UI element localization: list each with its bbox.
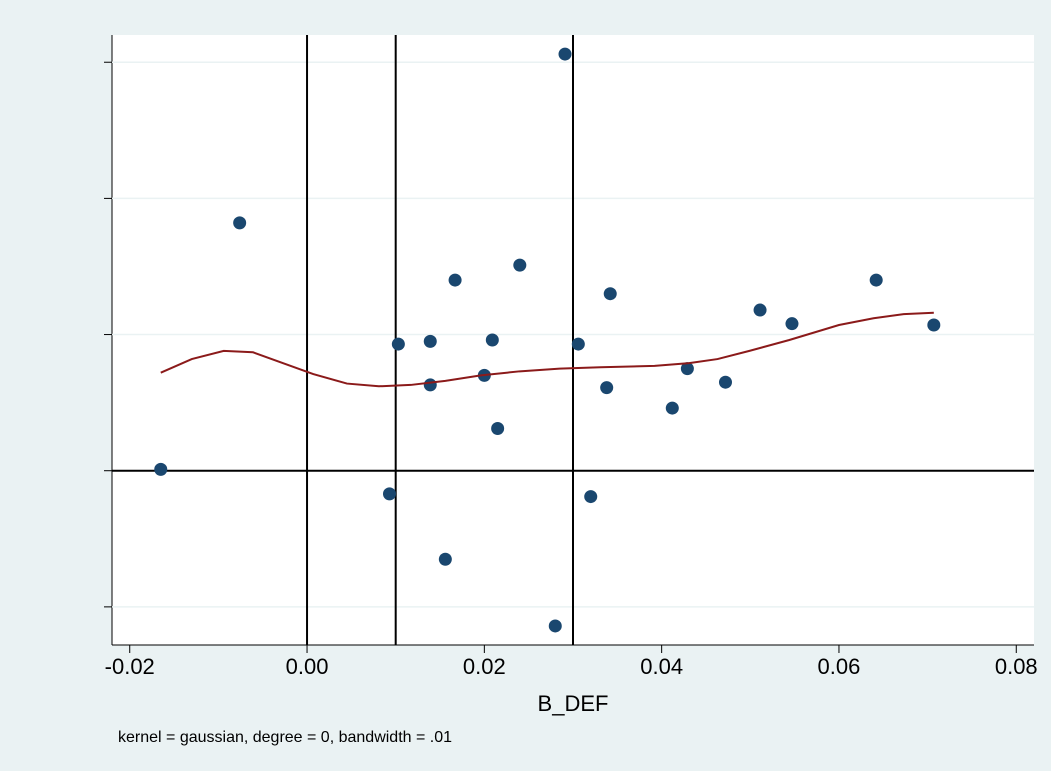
point <box>448 273 462 287</box>
point <box>491 422 505 436</box>
x-tick-label: 0.06 <box>818 654 861 679</box>
point <box>665 401 679 415</box>
point <box>753 303 767 317</box>
point <box>423 334 437 348</box>
point <box>571 337 585 351</box>
point <box>558 47 572 61</box>
point <box>485 333 499 347</box>
point <box>423 378 437 392</box>
point <box>603 287 617 301</box>
note: kernel = gaussian, degree = 0, bandwidth… <box>118 729 452 746</box>
point <box>548 619 562 633</box>
point <box>869 273 883 287</box>
point <box>513 258 527 272</box>
point <box>154 462 168 476</box>
point <box>680 362 694 376</box>
point <box>600 381 614 395</box>
x-axis-title: B_DEF <box>538 691 609 716</box>
x-tick-label: 0.02 <box>463 654 506 679</box>
point <box>391 337 405 351</box>
point <box>785 317 799 331</box>
point <box>382 487 396 501</box>
point <box>718 375 732 389</box>
point <box>438 552 452 566</box>
point <box>927 318 941 332</box>
x-tick-label: 0.08 <box>995 654 1038 679</box>
point <box>233 216 247 230</box>
smooth-line <box>160 311 934 388</box>
x-tick-label: 0.00 <box>286 654 329 679</box>
x-tick-label: -0.02 <box>105 654 155 679</box>
point <box>584 490 598 504</box>
x-tick-label: 0.04 <box>640 654 683 679</box>
